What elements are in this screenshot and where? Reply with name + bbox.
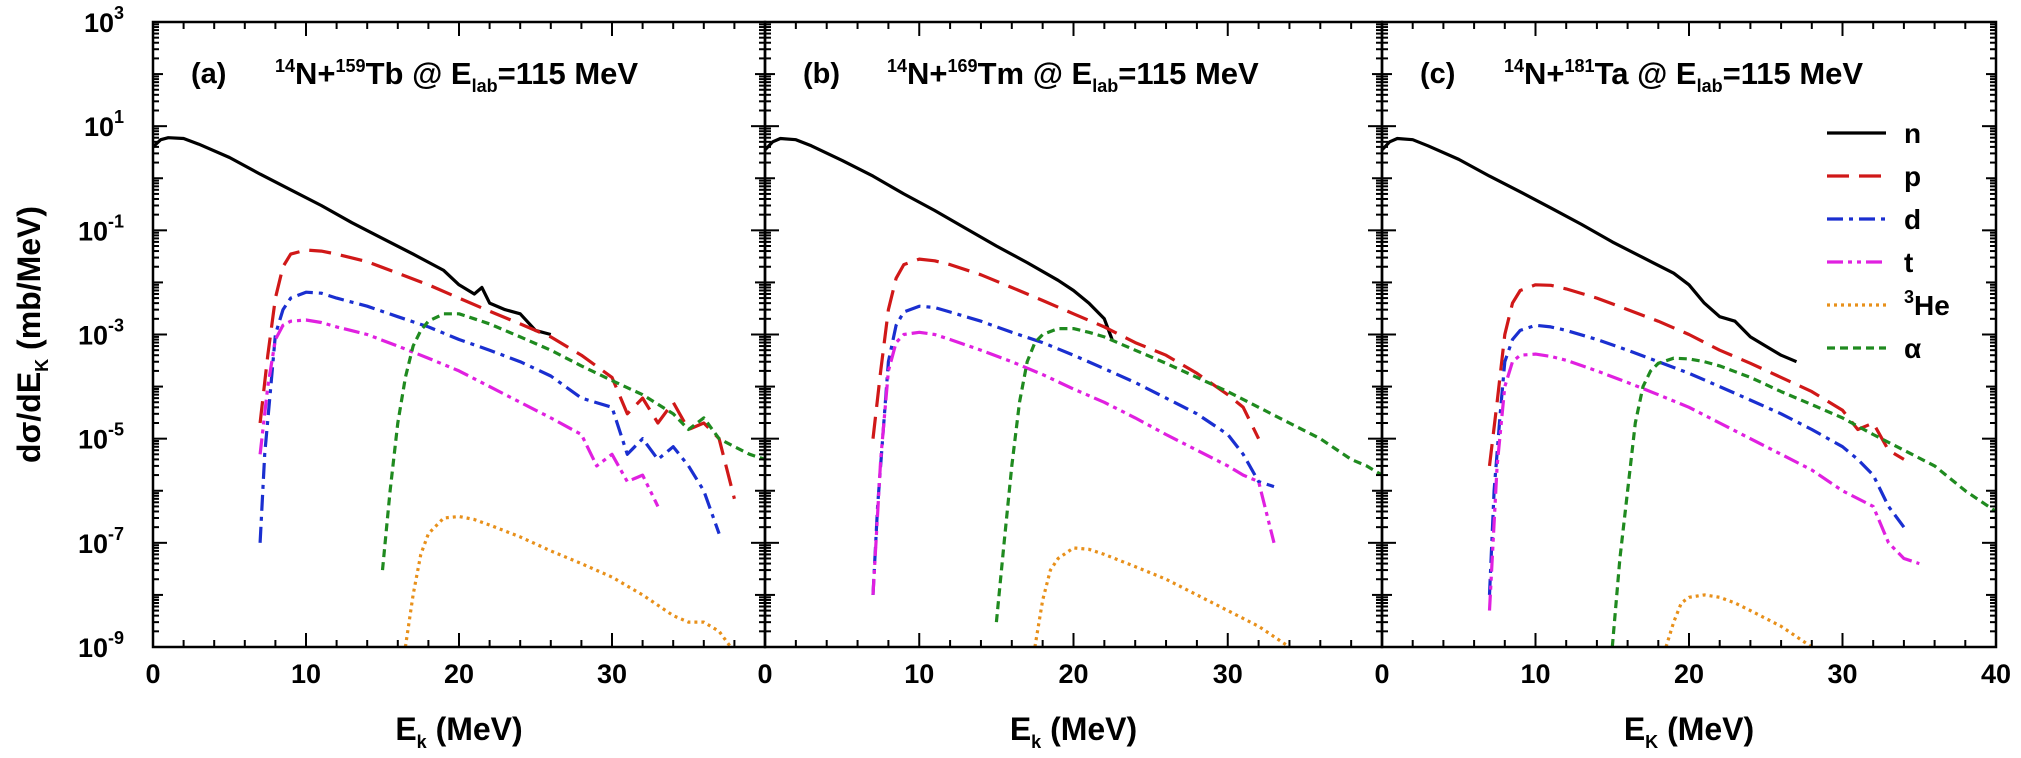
panel-title: 14N+169Tm @ Elab=115 MeV (887, 56, 1259, 96)
y-tick-labels: 103 101 10-1 10-3 10-5 10-7 10-9 (78, 3, 124, 663)
legend-entry-t: t (1827, 247, 1913, 278)
series-He3-line (403, 514, 733, 647)
legend-entry-d: d (1827, 204, 1921, 235)
panels: 0 10 20 30 Ek (MeV) (a) 14N+159Tb @ Elab=115 M… (78, 3, 2011, 752)
legend-label: 3He (1904, 287, 1950, 321)
series-t-line (1487, 352, 1920, 611)
curves (1382, 136, 1996, 647)
y-ticks (1381, 21, 1997, 648)
series-alpha-line (1610, 356, 1996, 647)
x-tick-label: 30 (1213, 659, 1243, 689)
series-d-line (871, 304, 1275, 595)
series-t-line (871, 330, 1276, 595)
legend-entry-p: p (1827, 161, 1921, 192)
x-tick-label: 10 (904, 659, 934, 689)
series-n-line (153, 136, 552, 337)
y-axis-title-text: dσ/dEK (mb/MeV) (11, 206, 52, 463)
series-n-line (765, 136, 1114, 341)
series-alpha-line (380, 312, 765, 571)
x-tick-label: 20 (1058, 659, 1088, 689)
x-axis-title: Ek (MeV) (395, 711, 522, 752)
y-tick-label: 101 (84, 107, 124, 142)
series-d-line (1487, 323, 1906, 595)
x-tick-label: 20 (1674, 659, 1704, 689)
y-ticks (152, 21, 766, 648)
x-axis-title: EK (MeV) (1624, 711, 1754, 752)
panel-c: 0 10 20 30 40 EK (MeV) (c) 14N+181Ta @ Elab=115… (1374, 20, 2011, 752)
series-d-line (258, 290, 721, 543)
legend-entry-alpha: α (1827, 333, 1921, 364)
panel-b: 0 10 20 30 Ek (MeV) (b) 14N+169Tm @ Elab=115 M… (757, 20, 1384, 752)
x-tick-label: 0 (1374, 659, 1389, 689)
x-tick-label: 0 (145, 659, 160, 689)
series-alpha-line (994, 327, 1382, 623)
plot-frame (151, 20, 767, 649)
x-tick-label: 0 (757, 659, 772, 689)
x-tick-label: 10 (1520, 659, 1550, 689)
y-tick-label: 10-1 (78, 211, 124, 246)
legend-label: p (1904, 161, 1921, 192)
legend-label: d (1904, 204, 1921, 235)
series-He3-line (1664, 593, 1813, 647)
panel-label: (b) (803, 58, 840, 90)
x-tick-label: 40 (1981, 659, 2011, 689)
x-tick-label: 30 (597, 659, 627, 689)
legend-label: n (1904, 118, 1921, 149)
y-tick-label: 10-3 (78, 316, 124, 351)
panel-label: (a) (191, 58, 226, 90)
plot-frame (763, 20, 1384, 649)
legend-label: α (1904, 333, 1921, 364)
series-He3-line (1033, 546, 1291, 647)
x-tick-label: 10 (291, 659, 321, 689)
series-p-line (258, 248, 736, 500)
x-axis-title: Ek (MeV) (1010, 711, 1137, 752)
panel-a: 0 10 20 30 Ek (MeV) (a) 14N+159Tb @ Elab=115 M… (145, 20, 767, 752)
series-n-line (1382, 136, 1798, 364)
series-t-line (258, 318, 660, 508)
x-tick-label: 30 (1827, 659, 1857, 689)
panel-label: (c) (1420, 58, 1455, 90)
curves (765, 136, 1382, 647)
y-axis-title: dσ/dEK (mb/MeV) (11, 206, 52, 463)
series-p-line (871, 257, 1261, 440)
y-tick-label: 10-9 (78, 628, 124, 663)
panel-title: 14N+181Ta @ Elab=115 MeV (1504, 56, 1863, 96)
legend-label: t (1904, 247, 1913, 278)
y-ticks (764, 21, 1383, 648)
legend-entry-He3: 3He (1827, 287, 1950, 321)
y-tick-label: 10-5 (78, 420, 124, 455)
y-tick-label: 103 (84, 3, 124, 38)
x-tick-label: 20 (444, 659, 474, 689)
panel-title: 14N+159Tb @ Elab=115 MeV (275, 56, 638, 96)
curves (153, 136, 765, 647)
legend-entry-n: n (1827, 118, 1921, 149)
y-tick-label: 10-7 (78, 524, 124, 559)
